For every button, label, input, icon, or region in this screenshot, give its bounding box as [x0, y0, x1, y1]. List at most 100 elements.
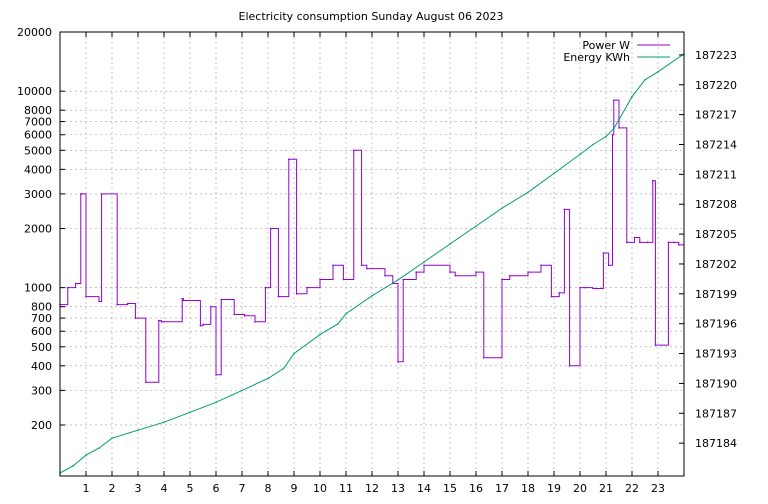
power-data-point — [667, 241, 670, 244]
x-tick-label: 14 — [417, 482, 431, 495]
power-data-point — [527, 271, 529, 273]
power-data-point — [678, 244, 680, 246]
power-data-point — [269, 227, 272, 230]
y-left-tick-label: 2000 — [24, 222, 52, 235]
power-data-point — [563, 208, 566, 211]
energy-data-point — [618, 118, 620, 121]
energy-data-point — [527, 191, 529, 194]
x-tick-label: 11 — [339, 482, 353, 495]
energy-data-point — [475, 225, 477, 227]
power-data-point — [568, 365, 571, 367]
power-data-point — [449, 271, 451, 273]
y-left-tick-label: 3000 — [24, 188, 52, 201]
y-right-tick-label: 187196 — [695, 318, 737, 331]
power-data-point — [199, 324, 202, 327]
power-data-point — [264, 286, 267, 289]
x-tick-label: 5 — [187, 482, 194, 495]
power-data-point — [607, 264, 610, 267]
power-data-point — [210, 305, 212, 308]
y-left-tick-label: 800 — [31, 301, 52, 314]
power-data-point — [509, 274, 511, 277]
power-data-point — [295, 293, 298, 295]
power-data-point — [81, 193, 83, 195]
energy-data-point — [449, 243, 451, 245]
y-left-tick-label: 500 — [31, 341, 52, 354]
legend-label-energy: Energy KWh — [563, 51, 630, 64]
energy-data-point — [72, 465, 74, 467]
energy-data-point — [592, 143, 594, 146]
y-right-tick-label: 187184 — [695, 437, 737, 450]
x-tick-label: 18 — [521, 482, 535, 495]
power-data-point — [646, 241, 649, 244]
energy-data-point — [215, 401, 217, 404]
power-data-point — [402, 278, 405, 281]
x-tick-label: 21 — [599, 482, 613, 495]
energy-data-point — [293, 352, 295, 355]
power-data-point — [360, 264, 363, 267]
grid — [60, 31, 684, 476]
energy-data-point — [163, 421, 165, 424]
y-left-tick-label: 8000 — [24, 104, 52, 117]
y-left-tick-label: 700 — [31, 312, 52, 325]
energy-data-point — [605, 135, 607, 138]
y-right-tick-label: 187199 — [695, 288, 737, 301]
y-left-tick-label: 6000 — [24, 129, 52, 142]
power-data-point — [366, 267, 368, 270]
y-left-tick-label: 20000 — [17, 26, 52, 39]
x-tick-label: 20 — [573, 482, 587, 495]
power-data-point — [100, 193, 103, 195]
power-data-point — [584, 286, 586, 289]
power-data-point — [202, 323, 204, 326]
x-tick-label: 8 — [265, 482, 272, 495]
y-left-tick-label: 4000 — [24, 163, 52, 176]
x-tick-label: 12 — [365, 482, 379, 495]
power-data-point — [639, 241, 641, 244]
x-tick-label: 3 — [135, 482, 142, 495]
y-left-tick-label: 5000 — [24, 144, 52, 157]
power-data-point — [654, 344, 657, 346]
power-data-point — [613, 99, 615, 101]
y-right-tick-label: 187205 — [695, 228, 737, 241]
energy-data-point — [111, 437, 113, 439]
power-data-point — [652, 179, 654, 182]
energy-data-point — [631, 95, 633, 98]
energy-data-point — [613, 127, 615, 130]
power-data-point — [85, 295, 87, 298]
power-data-point — [672, 241, 675, 244]
y-right-tick-label: 187208 — [695, 198, 737, 211]
power-data-point — [454, 274, 457, 277]
x-tick-label: 17 — [495, 482, 509, 495]
x-tick-label: 2 — [109, 482, 116, 495]
y-right-tick-label: 187217 — [695, 109, 737, 122]
energy-data-point — [85, 454, 87, 456]
power-data-point — [277, 295, 280, 298]
energy-data-point — [371, 295, 373, 297]
power-data-point — [618, 127, 620, 129]
energy-data-point — [282, 367, 285, 370]
energy-data-point — [337, 322, 340, 325]
power-data-point — [158, 319, 160, 322]
y-left-tick-label: 400 — [31, 360, 52, 373]
power-data-point — [319, 278, 321, 281]
power-data-point — [220, 298, 222, 301]
power-data-point — [145, 381, 147, 384]
energy-data-point — [137, 429, 139, 432]
energy-data-point — [319, 333, 321, 336]
y-right-tick-label: 187193 — [695, 348, 737, 361]
x-tick-label: 16 — [469, 482, 483, 495]
series-layer — [59, 53, 685, 474]
power-data-point — [160, 321, 163, 323]
power-data-point — [415, 271, 418, 273]
power-data-point — [611, 133, 614, 136]
energy-data-point — [241, 389, 243, 392]
y-right-tick-label: 187211 — [695, 168, 737, 181]
y-left-tick-label: 300 — [31, 384, 52, 397]
x-tick-label: 9 — [291, 482, 298, 495]
energy-data-point — [501, 207, 503, 210]
power-data-point — [306, 286, 308, 289]
power-data-point — [397, 360, 399, 363]
energy-data-point — [267, 377, 269, 380]
